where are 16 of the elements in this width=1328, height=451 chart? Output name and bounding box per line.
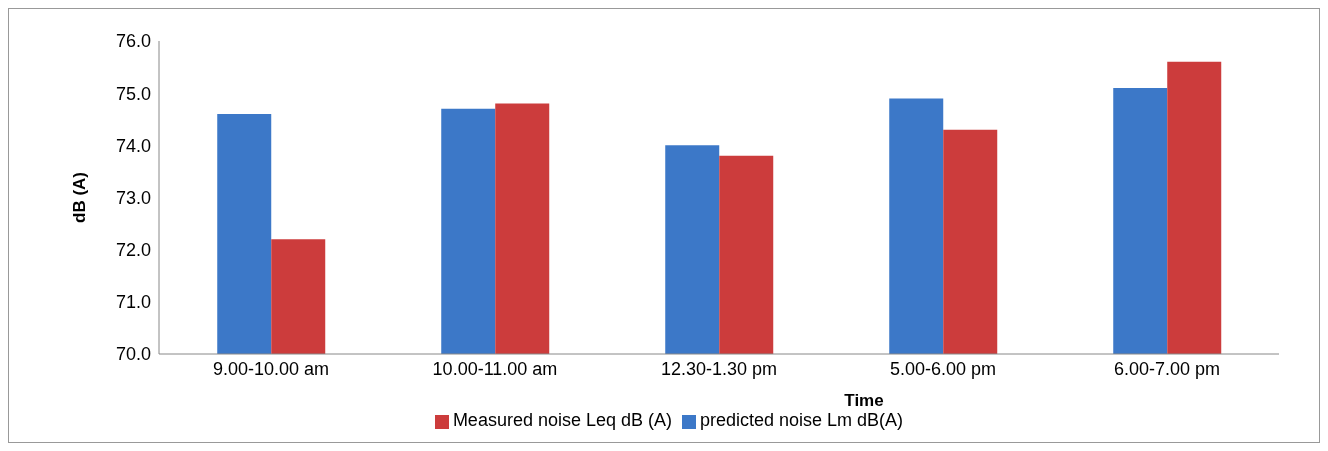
x-tick-label: 12.30-1.30 pm xyxy=(660,358,778,379)
x-axis-title: Time xyxy=(844,391,884,410)
x-tick-label: 5.00-6.00 pm xyxy=(889,358,997,379)
y-tick-label: 76.0 xyxy=(115,31,151,52)
x-tick-label: 9.00-10.00 am xyxy=(212,358,330,379)
legend-label: predicted noise Lm dB(A) xyxy=(700,410,904,430)
x-tick-label: 6.00-7.00 pm xyxy=(1113,358,1221,379)
y-tick-label: 73.0 xyxy=(115,187,151,208)
legend-label: Measured noise Leq dB (A) xyxy=(452,410,672,430)
y-tick-label: 70.0 xyxy=(115,344,151,365)
y-tick-label: 72.0 xyxy=(115,240,151,261)
y-axis-title: dB (A) xyxy=(70,172,90,223)
y-tick-label: 71.0 xyxy=(115,292,151,313)
x-tick-label: 10.00-11.00 am xyxy=(432,358,558,379)
y-tick-label: 74.0 xyxy=(115,135,151,156)
y-tick-label: 75.0 xyxy=(115,83,151,104)
